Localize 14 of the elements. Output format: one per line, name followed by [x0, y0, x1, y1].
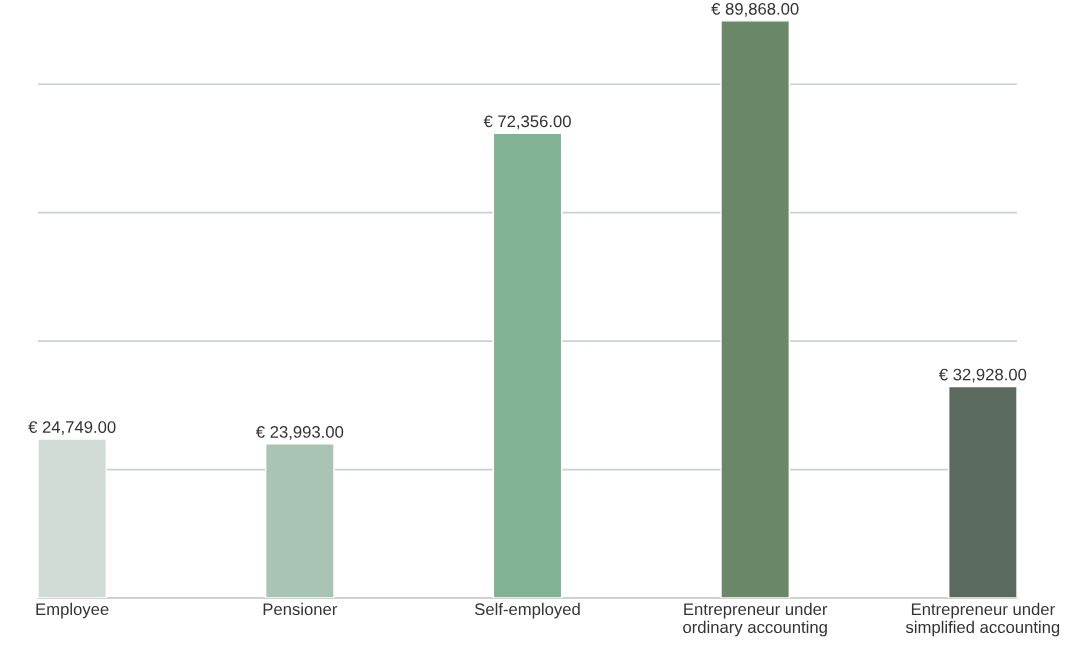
bar	[720, 20, 791, 598]
x-tick-label: Entrepreneur under simplified accounting	[905, 602, 1060, 637]
x-tick-label: Employee	[36, 602, 109, 619]
bar	[264, 443, 335, 598]
bar	[948, 385, 1017, 598]
data-label: € 32,928.00	[938, 368, 1027, 383]
x-tick-label: Entrepreneur under ordinary accounting	[683, 602, 828, 637]
data-label: € 23,993.00	[255, 426, 344, 440]
x-tick-label: Pensioner	[263, 602, 338, 616]
data-label: € 24,749.00	[28, 421, 116, 435]
x-tick-label: Self-employed	[474, 602, 580, 619]
bar	[492, 132, 563, 598]
data-label: € 72,356.00	[483, 115, 571, 130]
data-label: € 89,868.00	[711, 2, 799, 17]
